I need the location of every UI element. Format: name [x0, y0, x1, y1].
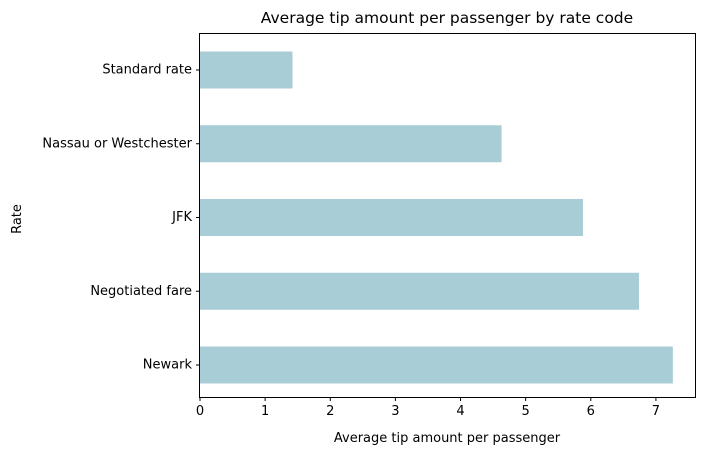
chart-title: Average tip amount per passenger by rate… — [261, 9, 633, 27]
y-tick-label: Newark — [143, 358, 193, 373]
y-tick-label: JFK — [171, 210, 192, 225]
bar-negotiated-fare — [200, 272, 639, 310]
x-axis-label: Average tip amount per passenger — [334, 431, 561, 446]
x-tick-label: 0 — [196, 404, 204, 419]
y-tick-label: Negotiated fare — [90, 284, 192, 299]
y-tick-label: Standard rate — [102, 63, 192, 78]
plot-frame — [199, 33, 696, 398]
x-tick-label: 1 — [261, 404, 269, 419]
bars-layer — [200, 51, 673, 384]
x-tick-label: 3 — [391, 404, 399, 419]
bar-standard-rate — [200, 51, 293, 89]
bar-nassau-or-westchester — [200, 125, 502, 163]
bar-newark — [200, 346, 673, 384]
x-tick-label: 6 — [587, 404, 595, 419]
x-tick-label: 2 — [326, 404, 334, 419]
y-axis-label: Rate — [10, 204, 25, 234]
y-tick-label: Nassau or Westchester — [42, 136, 192, 151]
ticks-layer: Standard rate Nassau or Westchester JFK Neg… — [42, 63, 660, 420]
bar-jfk — [200, 199, 583, 236]
x-tick-label: 7 — [652, 404, 660, 419]
x-tick-label: 5 — [522, 404, 530, 419]
x-tick-label: 4 — [456, 404, 464, 419]
